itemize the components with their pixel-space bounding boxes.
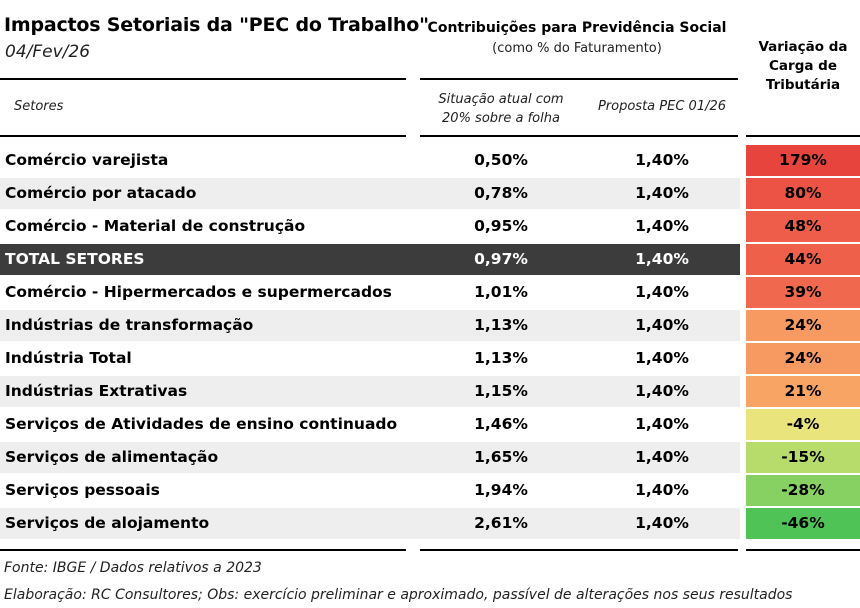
row-band xyxy=(0,376,740,407)
row-band xyxy=(0,442,740,473)
variation-cell: 24% xyxy=(746,310,860,341)
sector-name: Serviços de Atividades de ensino continu… xyxy=(5,415,398,433)
current-rate: 1,15% xyxy=(474,382,528,400)
current-rate: 1,13% xyxy=(474,316,528,334)
variation-cell: -46% xyxy=(746,508,860,539)
divider xyxy=(420,135,738,137)
current-rate: 1,01% xyxy=(474,283,528,301)
sector-name: TOTAL SETORES xyxy=(5,250,145,268)
credits-note: Elaboração: RC Consultores; Obs: exercíc… xyxy=(4,587,793,603)
column-header-sectors: Setores xyxy=(14,99,64,114)
variation-cell: 48% xyxy=(746,211,860,242)
table-row: Serviços de alojamento 2,61% 1,40% -46% xyxy=(0,508,860,539)
sector-name: Serviços de alojamento xyxy=(5,514,210,532)
sector-name: Indústrias Extrativas xyxy=(5,382,188,400)
column-header-line: Situação atual com xyxy=(438,92,564,107)
variation-cell: 80% xyxy=(746,178,860,209)
sector-name: Comércio - Hipermercados e supermercados xyxy=(5,283,392,301)
column-header-current: Situação atual com 20% sobre a folha xyxy=(420,90,582,128)
current-rate: 0,50% xyxy=(474,151,528,169)
sector-name: Serviços de alimentação xyxy=(5,448,219,466)
current-rate: 1,46% xyxy=(474,415,528,433)
table-row: Comércio por atacado 0,78% 1,40% 80% xyxy=(0,178,860,209)
table-row: Comércio - Hipermercados e supermercados… xyxy=(0,277,860,308)
page-title: Impactos Setoriais da "PEC do Trabalho" xyxy=(4,14,429,36)
table-row: Serviços pessoais 1,94% 1,40% -28% xyxy=(0,475,860,506)
current-rate: 0,78% xyxy=(474,184,528,202)
current-rate: 0,95% xyxy=(474,217,528,235)
current-rate: 2,61% xyxy=(474,514,528,532)
contributions-subheader: (como % do Faturamento) xyxy=(492,41,662,56)
sector-name: Comércio por atacado xyxy=(5,184,197,202)
table-row: Serviços de Atividades de ensino continu… xyxy=(0,409,860,440)
proposal-rate: 1,40% xyxy=(635,217,689,235)
sector-name: Serviços pessoais xyxy=(5,481,160,499)
date-label: 04/Fev/26 xyxy=(5,42,91,62)
column-header-proposal: Proposta PEC 01/26 xyxy=(597,99,727,114)
table-row: Serviços de alimentação 1,65% 1,40% -15% xyxy=(0,442,860,473)
divider xyxy=(420,549,738,551)
current-rate: 1,94% xyxy=(474,481,528,499)
variation-header-line: Tributária xyxy=(765,77,841,93)
variation-header-line: Carga de xyxy=(769,58,837,74)
divider xyxy=(0,135,406,137)
row-band xyxy=(0,244,740,275)
variation-cell: -28% xyxy=(746,475,860,506)
table-row: Comércio varejista 0,50% 1,40% 179% xyxy=(0,145,860,176)
source-note: Fonte: IBGE / Dados relativos a 2023 xyxy=(4,560,262,576)
current-rate: 1,13% xyxy=(474,349,528,367)
table-row: Indústrias de transformação 1,13% 1,40% 24% xyxy=(0,310,860,341)
variation-header: Variação da Carga de Tributária xyxy=(746,38,860,95)
sector-name: Comércio - Material de construção xyxy=(5,217,306,235)
sector-name: Indústrias de transformação xyxy=(5,316,254,334)
divider xyxy=(746,135,860,137)
table-row: TOTAL SETORES 0,97% 1,40% 44% xyxy=(0,244,860,275)
variation-header-line: Variação da xyxy=(758,39,848,55)
column-header-line: 20% sobre a folha xyxy=(442,111,560,126)
table-row: Comércio - Material de construção 0,95% 1,… xyxy=(0,211,860,242)
variation-cell: 24% xyxy=(746,343,860,374)
proposal-rate: 1,40% xyxy=(635,448,689,466)
proposal-rate: 1,40% xyxy=(635,250,689,268)
variation-cell: -4% xyxy=(746,409,860,440)
divider xyxy=(420,78,738,80)
variation-cell: 44% xyxy=(746,244,860,275)
variation-cell: 21% xyxy=(746,376,860,407)
divider xyxy=(0,78,406,80)
sector-name: Indústria Total xyxy=(5,349,132,367)
proposal-rate: 1,40% xyxy=(635,415,689,433)
divider xyxy=(746,549,860,551)
proposal-rate: 1,40% xyxy=(635,514,689,532)
variation-cell: 179% xyxy=(746,145,860,176)
sector-name: Comércio varejista xyxy=(5,151,169,169)
current-rate: 0,97% xyxy=(474,250,528,268)
proposal-rate: 1,40% xyxy=(635,382,689,400)
contributions-header: Contribuições para Previdência Social xyxy=(427,20,727,36)
row-band xyxy=(0,508,740,539)
row-band xyxy=(0,178,740,209)
proposal-rate: 1,40% xyxy=(635,481,689,499)
proposal-rate: 1,40% xyxy=(635,349,689,367)
table-row: Indústria Total 1,13% 1,40% 24% xyxy=(0,343,860,374)
row-band xyxy=(0,310,740,341)
proposal-rate: 1,40% xyxy=(635,316,689,334)
variation-cell: 39% xyxy=(746,277,860,308)
divider xyxy=(0,549,406,551)
variation-cell: -15% xyxy=(746,442,860,473)
proposal-rate: 1,40% xyxy=(635,151,689,169)
current-rate: 1,65% xyxy=(474,448,528,466)
proposal-rate: 1,40% xyxy=(635,283,689,301)
table-row: Indústrias Extrativas 1,15% 1,40% 21% xyxy=(0,376,860,407)
proposal-rate: 1,40% xyxy=(635,184,689,202)
